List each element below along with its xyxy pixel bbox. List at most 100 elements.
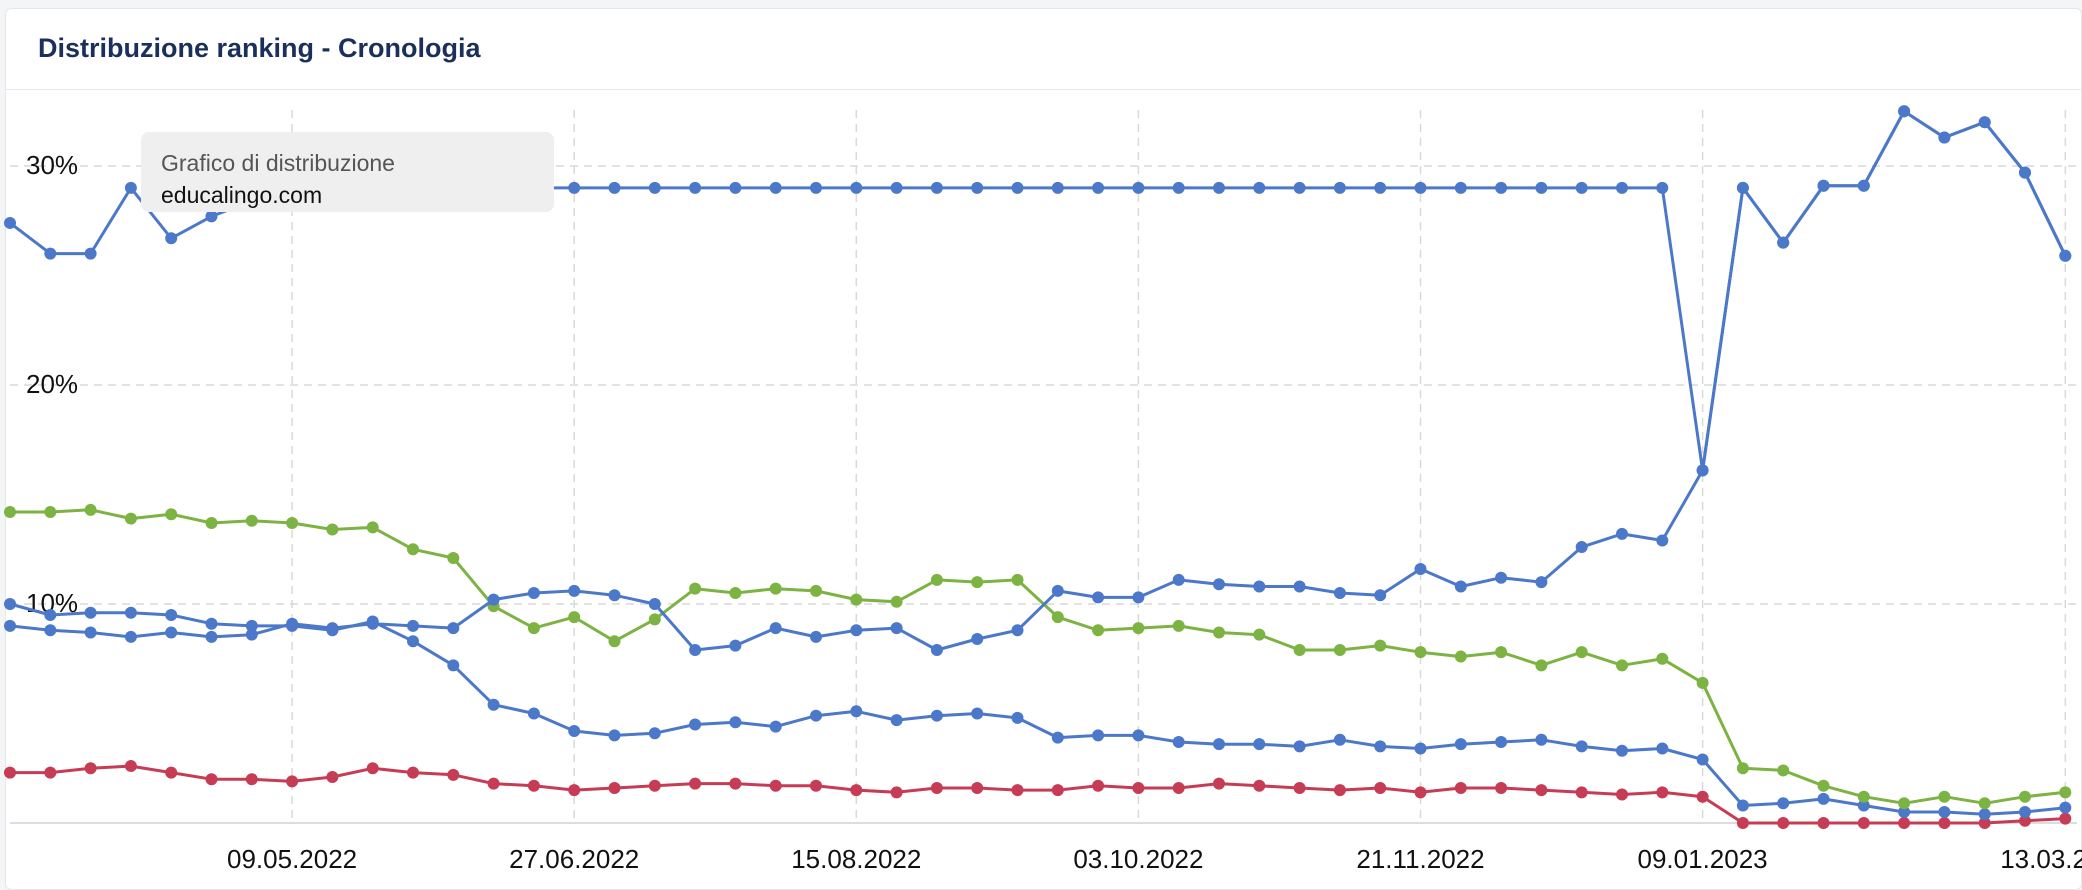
data-point[interactable] xyxy=(729,639,742,652)
data-point[interactable] xyxy=(1978,808,1991,821)
data-point[interactable] xyxy=(44,608,57,621)
data-point[interactable] xyxy=(124,630,137,643)
data-point[interactable] xyxy=(810,181,822,194)
data-point[interactable] xyxy=(1051,784,1064,797)
data-point[interactable] xyxy=(1736,799,1749,812)
data-point[interactable] xyxy=(1938,790,1951,803)
data-point[interactable] xyxy=(205,210,218,223)
data-point[interactable] xyxy=(1454,650,1467,663)
data-point[interactable] xyxy=(568,784,581,797)
data-point[interactable] xyxy=(1575,541,1588,554)
data-point[interactable] xyxy=(286,516,299,529)
data-point[interactable] xyxy=(1172,781,1185,794)
data-point[interactable] xyxy=(890,714,903,727)
data-point[interactable] xyxy=(165,626,178,639)
data-point[interactable] xyxy=(2019,166,2031,179)
data-point[interactable] xyxy=(1253,181,1266,194)
data-point[interactable] xyxy=(608,589,621,602)
data-point[interactable] xyxy=(1736,762,1749,775)
data-point[interactable] xyxy=(205,773,218,786)
data-point[interactable] xyxy=(124,181,137,194)
data-point[interactable] xyxy=(1172,735,1185,748)
data-point[interactable] xyxy=(84,606,97,619)
data-point[interactable] xyxy=(1454,181,1467,194)
data-point[interactable] xyxy=(4,598,16,610)
data-point[interactable] xyxy=(4,506,16,519)
data-point[interactable] xyxy=(769,582,782,595)
data-point[interactable] xyxy=(447,659,460,672)
data-point[interactable] xyxy=(124,512,137,525)
data-point[interactable] xyxy=(1213,738,1225,751)
data-point[interactable] xyxy=(245,773,258,786)
data-point[interactable] xyxy=(165,608,178,621)
data-point[interactable] xyxy=(1333,181,1346,194)
data-point[interactable] xyxy=(1857,179,1870,192)
data-point[interactable] xyxy=(1213,626,1225,639)
data-point[interactable] xyxy=(245,514,258,527)
data-point[interactable] xyxy=(1656,786,1669,799)
data-point[interactable] xyxy=(568,181,581,194)
data-point[interactable] xyxy=(1495,646,1508,659)
data-point[interactable] xyxy=(1092,779,1105,792)
data-point[interactable] xyxy=(1253,779,1266,792)
data-point[interactable] xyxy=(850,593,863,606)
data-point[interactable] xyxy=(1293,740,1306,753)
data-point[interactable] xyxy=(1414,786,1427,799)
data-point[interactable] xyxy=(1777,817,1790,829)
data-point[interactable] xyxy=(1938,131,1951,144)
data-point[interactable] xyxy=(2059,801,2072,814)
data-point[interactable] xyxy=(689,718,702,731)
data-point[interactable] xyxy=(1575,646,1588,659)
data-point[interactable] xyxy=(689,181,702,194)
data-point[interactable] xyxy=(124,606,137,619)
data-point[interactable] xyxy=(769,622,782,635)
data-point[interactable] xyxy=(2019,814,2031,827)
data-point[interactable] xyxy=(1333,587,1346,600)
data-point[interactable] xyxy=(1172,619,1185,632)
data-point[interactable] xyxy=(930,573,943,586)
data-point[interactable] xyxy=(44,247,57,260)
data-point[interactable] xyxy=(1051,584,1064,597)
data-point[interactable] xyxy=(1938,806,1951,819)
data-point[interactable] xyxy=(568,584,581,597)
data-point[interactable] xyxy=(2059,786,2072,799)
data-point[interactable] xyxy=(810,779,822,792)
data-point[interactable] xyxy=(1978,817,1991,829)
data-point[interactable] xyxy=(1616,527,1628,540)
data-point[interactable] xyxy=(1414,562,1427,575)
data-point[interactable] xyxy=(769,779,782,792)
data-point[interactable] xyxy=(971,781,984,794)
data-point[interactable] xyxy=(527,622,540,635)
data-point[interactable] xyxy=(1454,781,1467,794)
data-point[interactable] xyxy=(1656,652,1669,665)
data-point[interactable] xyxy=(689,777,702,790)
data-point[interactable] xyxy=(1011,573,1024,586)
data-point[interactable] xyxy=(1696,676,1709,689)
data-point[interactable] xyxy=(1253,580,1266,593)
data-point[interactable] xyxy=(4,216,16,229)
data-point[interactable] xyxy=(44,766,57,779)
data-point[interactable] xyxy=(527,587,540,600)
data-point[interactable] xyxy=(1293,580,1306,593)
data-point[interactable] xyxy=(407,635,419,648)
data-point[interactable] xyxy=(1051,731,1064,744)
data-point[interactable] xyxy=(1495,781,1508,794)
data-point[interactable] xyxy=(1898,806,1911,819)
data-point[interactable] xyxy=(971,576,984,589)
data-point[interactable] xyxy=(1414,181,1427,194)
data-point[interactable] xyxy=(366,521,379,534)
data-point[interactable] xyxy=(1011,624,1024,637)
data-point[interactable] xyxy=(4,619,16,632)
data-point[interactable] xyxy=(608,729,621,742)
data-point[interactable] xyxy=(1575,181,1588,194)
data-point[interactable] xyxy=(1374,639,1387,652)
data-point[interactable] xyxy=(1978,116,1991,129)
data-point[interactable] xyxy=(769,720,782,733)
data-point[interactable] xyxy=(1777,797,1790,810)
data-point[interactable] xyxy=(487,777,500,790)
data-point[interactable] xyxy=(1132,622,1145,635)
data-point[interactable] xyxy=(810,630,822,643)
data-point[interactable] xyxy=(527,707,540,720)
data-point[interactable] xyxy=(447,622,460,635)
data-point[interactable] xyxy=(1293,781,1306,794)
